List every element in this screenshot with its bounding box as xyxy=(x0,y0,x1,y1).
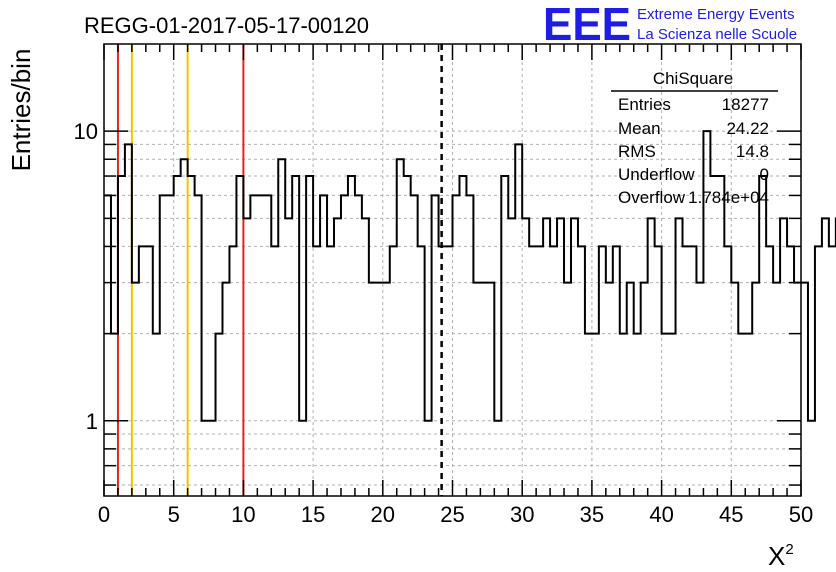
x-tick-label: 40 xyxy=(649,502,673,527)
stats-title: ChiSquare xyxy=(653,69,733,88)
axis-ticks xyxy=(103,44,802,496)
x-tick-label: 50 xyxy=(789,502,813,527)
stats-overflow-label: Overflow xyxy=(618,188,686,207)
x-tick-label: 30 xyxy=(510,502,534,527)
stats-underflow-value: 0 xyxy=(760,165,769,184)
stats-entries-label: Entries xyxy=(618,95,671,114)
histogram-series xyxy=(104,130,836,422)
x-tick-label: 0 xyxy=(98,502,110,527)
chart-title: REGG-01-2017-05-17-00120 xyxy=(84,13,369,38)
stats-rms-label: RMS xyxy=(618,142,656,161)
x-tick-label: 10 xyxy=(231,502,255,527)
x-axis-label-base: X xyxy=(768,541,785,571)
y-tick-label: 1 xyxy=(86,409,98,434)
eee-logo-line1: Extreme Energy Events xyxy=(637,6,795,23)
marker-lines xyxy=(116,44,443,496)
stats-mean-value: 24.22 xyxy=(726,119,769,138)
stats-entries-value: 18277 xyxy=(722,95,769,114)
x-tick-label: 20 xyxy=(371,502,395,527)
eee-logo-line2: La Scienza nelle Scuole xyxy=(637,26,797,43)
x-tick-label: 35 xyxy=(580,502,604,527)
stats-overflow-value: 1.784e+04 xyxy=(688,188,769,207)
stats-box: ChiSquare Entries 18277 Mean 24.22 RMS 1… xyxy=(611,69,778,207)
x-tick-label: 45 xyxy=(719,502,743,527)
eee-logo-letters: EEE xyxy=(543,0,631,50)
x-tick-label: 5 xyxy=(168,502,180,527)
x-tick-label: 15 xyxy=(301,502,325,527)
stats-underflow-label: Underflow xyxy=(618,165,695,184)
x-tick-label: 25 xyxy=(440,502,464,527)
stats-mean-label: Mean xyxy=(618,119,661,138)
x-axis-label-sup: 2 xyxy=(785,541,793,558)
y-tick-label: 10 xyxy=(74,119,98,144)
stats-rms-value: 14.8 xyxy=(736,142,769,161)
eee-logo: EEE Extreme Energy Events La Scienza nel… xyxy=(543,0,797,50)
y-axis-label: Entries/bin xyxy=(6,49,36,172)
x-axis-label: X2 xyxy=(768,541,794,571)
tick-labels: 0 5 10 15 20 25 30 35 40 45 50 1 10 xyxy=(74,119,814,527)
